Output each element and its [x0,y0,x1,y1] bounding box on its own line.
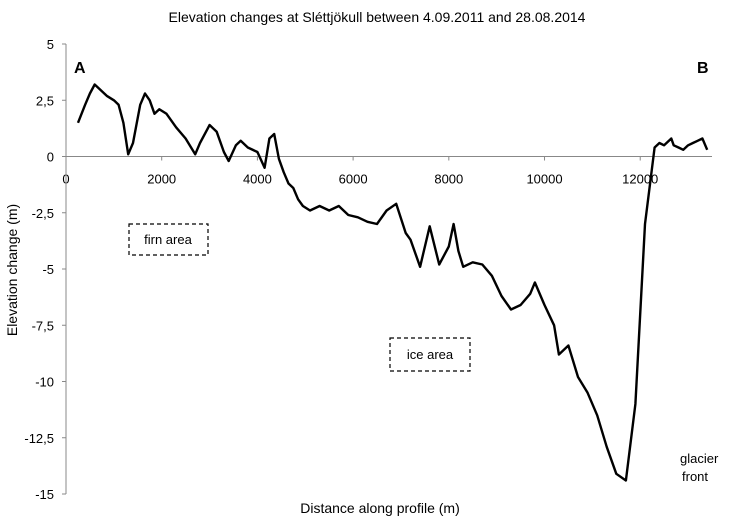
y-tick-label: 5 [47,37,54,52]
y-axis-label: Elevation change (m) [4,204,20,336]
point-b-label: B [697,60,709,77]
y-tick-label: -5 [42,262,54,277]
y-axis-ticks: 5 2,5 0 -2,5 -5 -7,5 -10 -12,5 -15 [24,37,66,502]
x-tick-label: 12000 [622,172,658,187]
x-axis-ticks: 020004000600080001000012000 [62,156,658,187]
y-tick-label: 2,5 [36,93,54,108]
ice-area-label: ice area [407,347,454,362]
y-tick-label: -12,5 [24,431,54,446]
glacier-front-label-line1: glacier [680,451,719,466]
firn-area-label: firn area [144,232,192,247]
chart-title: Elevation changes at Sléttjökull between… [169,9,586,25]
elevation-change-line [76,83,709,482]
glacier-front-label-line2: front [682,469,708,484]
x-tick-label: 10000 [526,172,562,187]
x-tick-label: 4000 [243,172,272,187]
y-tick-label: -15 [35,487,54,502]
x-tick-label: 6000 [339,172,368,187]
y-tick-label: -2,5 [32,206,54,221]
y-tick-label: 0 [47,150,54,165]
x-tick-label: 8000 [434,172,463,187]
x-axis-label: Distance along profile (m) [300,500,460,516]
point-a-label: A [74,60,86,77]
firn-area-box [128,223,209,256]
y-tick-label: -7,5 [32,318,54,333]
y-tick-label: -10 [35,375,54,390]
x-tick-label: 2000 [147,172,176,187]
